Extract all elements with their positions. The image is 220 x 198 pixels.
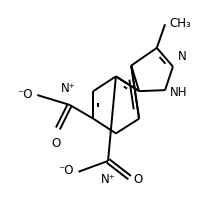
Text: O: O <box>134 173 143 186</box>
Text: NH: NH <box>170 86 187 99</box>
Text: O: O <box>51 137 61 150</box>
Text: ⁻O: ⁻O <box>58 164 74 177</box>
Text: N⁺: N⁺ <box>61 82 76 95</box>
Text: ⁻O: ⁻O <box>17 88 32 101</box>
Text: CH₃: CH₃ <box>169 17 191 30</box>
Text: N⁺: N⁺ <box>101 173 116 186</box>
Text: N: N <box>178 50 187 63</box>
